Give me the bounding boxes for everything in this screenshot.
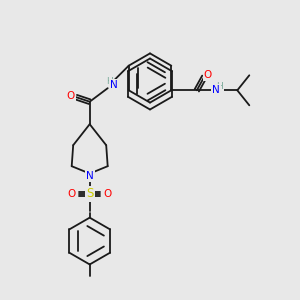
Text: S: S — [86, 188, 93, 200]
Text: N: N — [86, 171, 94, 181]
Text: N: N — [212, 85, 220, 95]
Text: H: H — [217, 82, 223, 91]
Text: O: O — [68, 189, 76, 199]
Text: O: O — [67, 91, 75, 101]
Text: N: N — [110, 80, 118, 90]
Text: H: H — [106, 77, 112, 86]
Text: O: O — [204, 70, 212, 80]
Text: O: O — [103, 189, 112, 199]
